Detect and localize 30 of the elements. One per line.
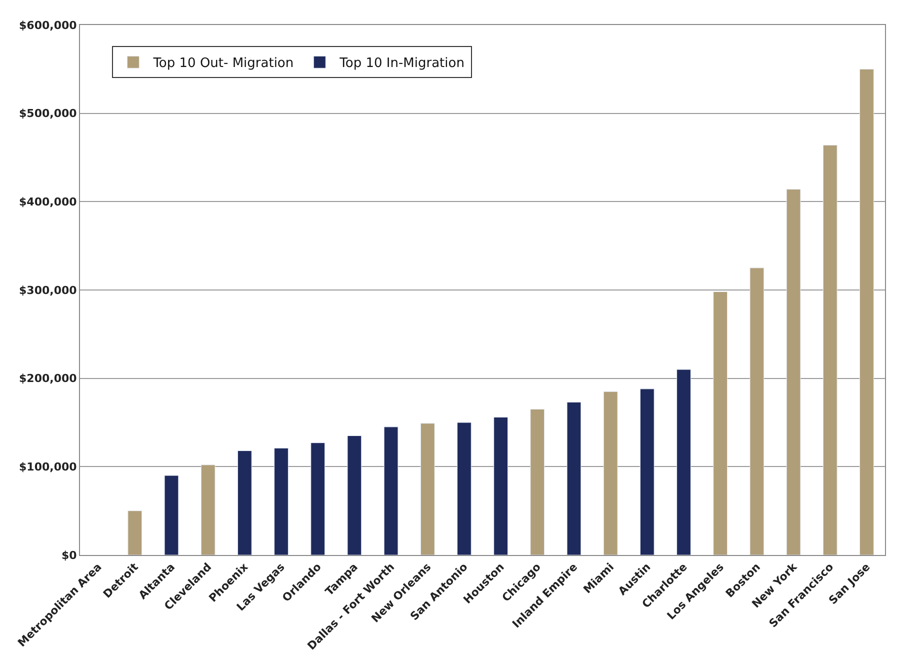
bar <box>750 268 764 555</box>
legend-label: Top 10 Out- Migration <box>152 56 294 72</box>
bar <box>274 448 288 555</box>
bar <box>786 189 801 555</box>
y-tick-label: $400,000 <box>19 196 78 209</box>
bar <box>713 292 728 555</box>
bar <box>566 402 582 555</box>
bar <box>530 409 545 555</box>
bar <box>603 391 618 555</box>
bar <box>347 436 362 555</box>
bar <box>822 144 838 555</box>
bar <box>640 388 654 555</box>
y-tick-label: $0 <box>61 548 78 562</box>
y-tick-label: $200,000 <box>19 372 78 386</box>
bar <box>237 450 252 555</box>
y-tick-label: $500,000 <box>19 107 78 120</box>
bar <box>420 423 435 555</box>
bar <box>860 68 874 555</box>
bar <box>494 416 508 555</box>
bar <box>200 464 216 555</box>
bar <box>164 475 179 555</box>
legend-label: Top 10 In-Migration <box>338 56 464 72</box>
bar <box>384 426 398 555</box>
bar <box>457 422 472 555</box>
bar <box>128 510 142 555</box>
y-tick-label: $100,000 <box>19 460 78 474</box>
bar <box>676 369 691 555</box>
bar <box>310 442 326 555</box>
y-tick-label: $300,000 <box>19 284 78 297</box>
y-tick-label: $600,000 <box>19 18 78 32</box>
